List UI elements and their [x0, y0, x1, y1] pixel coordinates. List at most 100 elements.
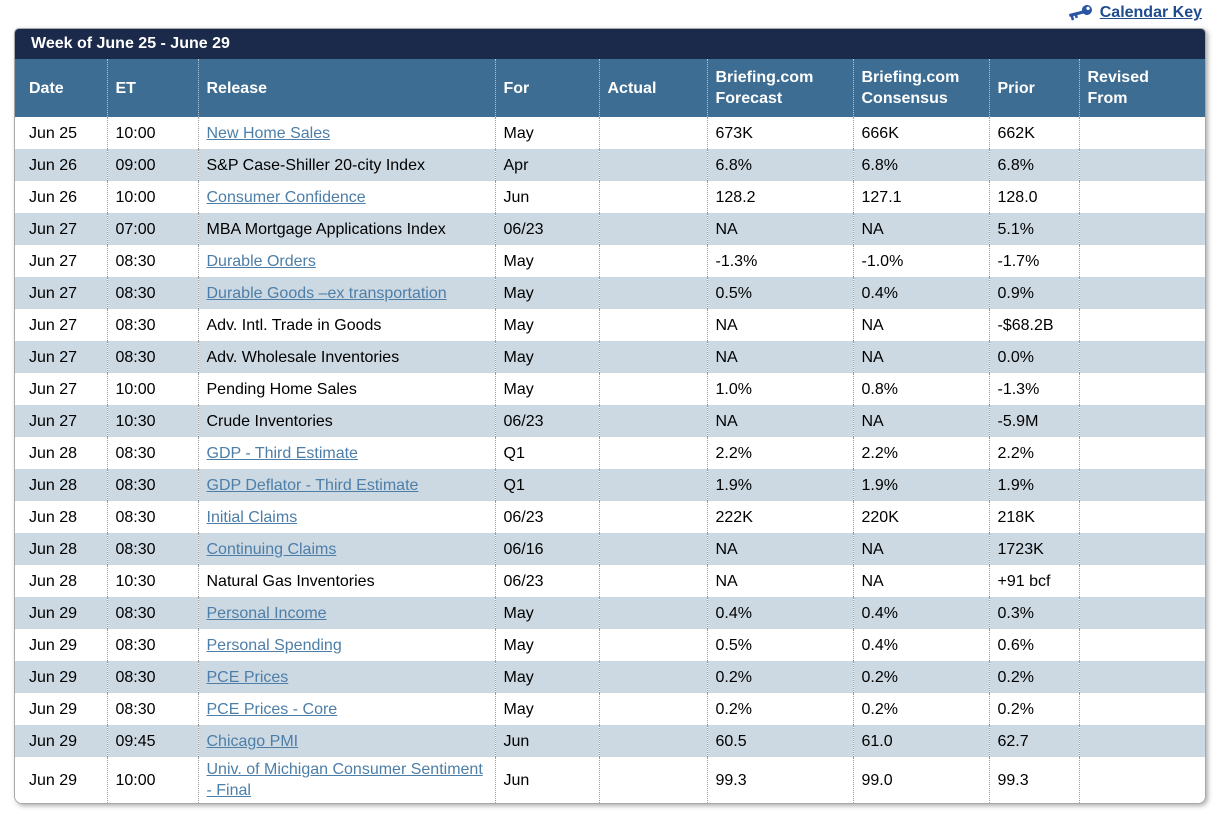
- cell-prior: 0.3%: [988, 597, 1079, 629]
- table-row: Jun 26 10:00 Consumer Confidence Jun 128.2 12…: [15, 181, 1205, 213]
- cell-date: Jun 28: [29, 540, 78, 558]
- release-link[interactable]: PCE Prices: [206, 668, 289, 686]
- release-text: MBA Mortgage Applications Index: [206, 220, 446, 238]
- release-link[interactable]: Durable Goods –ex transportation: [206, 284, 447, 302]
- cell-forecast: 0.2%: [706, 661, 853, 693]
- cell-date: Jun 26: [29, 156, 78, 174]
- cell-forecast: 1.9%: [706, 469, 853, 501]
- cell-actual: [598, 277, 707, 309]
- release-link[interactable]: Chicago PMI: [206, 732, 299, 750]
- cell-prior: 0.2%: [988, 661, 1079, 693]
- release-link[interactable]: Consumer Confidence: [206, 188, 366, 206]
- cell-date: Jun 29: [29, 732, 78, 750]
- cell-for: Jun: [494, 181, 599, 213]
- cell-consensus: 0.8%: [852, 373, 989, 405]
- cell-forecast: -1.3%: [706, 245, 853, 277]
- cell-consensus: 0.2%: [852, 661, 989, 693]
- column-header-release: Release: [197, 59, 495, 117]
- cell-actual: [598, 757, 707, 803]
- cell-consensus: 0.2%: [852, 693, 989, 725]
- release-link[interactable]: GDP - Third Estimate: [206, 444, 358, 462]
- cell-prior: 0.2%: [988, 693, 1079, 725]
- cell-consensus: NA: [852, 341, 989, 373]
- cell-revised-from: [1078, 565, 1205, 597]
- cell-date: Jun 29: [29, 668, 78, 686]
- cell-et: 08:30: [106, 245, 198, 277]
- cell-forecast: NA: [706, 565, 853, 597]
- cell-for: May: [494, 309, 599, 341]
- cell-consensus: NA: [852, 309, 989, 341]
- cell-et: 08:30: [106, 629, 198, 661]
- cell-prior: 5.1%: [988, 213, 1079, 245]
- cell-for: 06/16: [494, 533, 599, 565]
- cell-consensus: 61.0: [852, 725, 989, 757]
- cell-actual: [598, 437, 707, 469]
- cell-for: Jun: [494, 725, 599, 757]
- cell-et: 09:00: [106, 149, 198, 181]
- cell-actual: [598, 533, 707, 565]
- calendar-key-link[interactable]: Calendar Key: [1099, 4, 1202, 21]
- cell-actual: [598, 661, 707, 693]
- column-header-actual: Actual: [598, 59, 707, 117]
- cell-revised-from: [1078, 309, 1205, 341]
- table-row: Jun 29 08:30 PCE Prices - Core May 0.2% 0.2% 0…: [15, 693, 1205, 725]
- cell-actual: [598, 693, 707, 725]
- cell-for: May: [494, 629, 599, 661]
- release-link[interactable]: GDP Deflator - Third Estimate: [206, 476, 419, 494]
- cell-forecast: 99.3: [706, 757, 853, 803]
- cell-consensus: 1.9%: [852, 469, 989, 501]
- cell-actual: [598, 405, 707, 437]
- table-row: Jun 29 08:30 Personal Spending May 0.5% 0.4% 0…: [15, 629, 1205, 661]
- release-link[interactable]: Continuing Claims: [206, 540, 337, 558]
- release-link[interactable]: Personal Spending: [206, 636, 342, 654]
- cell-consensus: NA: [852, 565, 989, 597]
- table-row: Jun 28 08:30 GDP - Third Estimate Q1 2.2% 2.2…: [15, 437, 1205, 469]
- cell-revised-from: [1078, 597, 1205, 629]
- cell-forecast: 0.4%: [706, 597, 853, 629]
- cell-release: PCE Prices: [197, 661, 495, 693]
- table-row: Jun 27 08:30 Durable Orders May -1.3% -1.0% -1…: [15, 245, 1205, 277]
- cell-actual: [598, 213, 707, 245]
- cell-forecast: 6.8%: [706, 149, 853, 181]
- cell-actual: [598, 469, 707, 501]
- column-header-for: For: [494, 59, 599, 117]
- cell-for: Jun: [494, 757, 599, 803]
- column-header-briefing-com-forecast: Briefing.com Forecast: [706, 59, 853, 117]
- release-link[interactable]: Initial Claims: [206, 508, 298, 526]
- cell-actual: [598, 149, 707, 181]
- cell-release: MBA Mortgage Applications Index: [197, 213, 495, 245]
- cell-actual: [598, 597, 707, 629]
- cell-revised-from: [1078, 629, 1205, 661]
- cell-et: 08:30: [106, 693, 198, 725]
- release-link[interactable]: PCE Prices - Core: [206, 700, 338, 718]
- cell-date: Jun 28: [29, 476, 78, 494]
- release-text: Crude Inventories: [206, 412, 333, 430]
- release-link[interactable]: Univ. of Michigan Consumer Sentiment - F…: [206, 761, 483, 799]
- release-text: Pending Home Sales: [206, 380, 357, 398]
- release-link[interactable]: New Home Sales: [206, 124, 331, 142]
- cell-forecast: NA: [706, 405, 853, 437]
- release-link[interactable]: Personal Income: [206, 604, 327, 622]
- cell-release: Adv. Wholesale Inventories: [197, 341, 495, 373]
- cell-consensus: 2.2%: [852, 437, 989, 469]
- cell-release: Crude Inventories: [197, 405, 495, 437]
- cell-et: 07:00: [106, 213, 198, 245]
- cell-revised-from: [1078, 693, 1205, 725]
- cell-revised-from: [1078, 277, 1205, 309]
- cell-revised-from: [1078, 533, 1205, 565]
- cell-prior: 62.7: [988, 725, 1079, 757]
- cell-for: May: [494, 117, 599, 149]
- cell-release: Durable Orders: [197, 245, 495, 277]
- cell-actual: [598, 341, 707, 373]
- table-row: Jun 28 08:30 Initial Claims 06/23 222K 220K 21…: [15, 501, 1205, 533]
- cell-release: Univ. of Michigan Consumer Sentiment - F…: [197, 757, 495, 803]
- cell-forecast: 1.0%: [706, 373, 853, 405]
- table-row: Jun 28 10:30 Natural Gas Inventories 06/23 N…: [15, 565, 1205, 597]
- cell-date: Jun 28: [29, 508, 78, 526]
- cell-revised-from: [1078, 757, 1205, 803]
- cell-for: Q1: [494, 437, 599, 469]
- cell-consensus: 0.4%: [852, 629, 989, 661]
- cell-consensus: 6.8%: [852, 149, 989, 181]
- cell-revised-from: [1078, 437, 1205, 469]
- release-link[interactable]: Durable Orders: [206, 252, 316, 270]
